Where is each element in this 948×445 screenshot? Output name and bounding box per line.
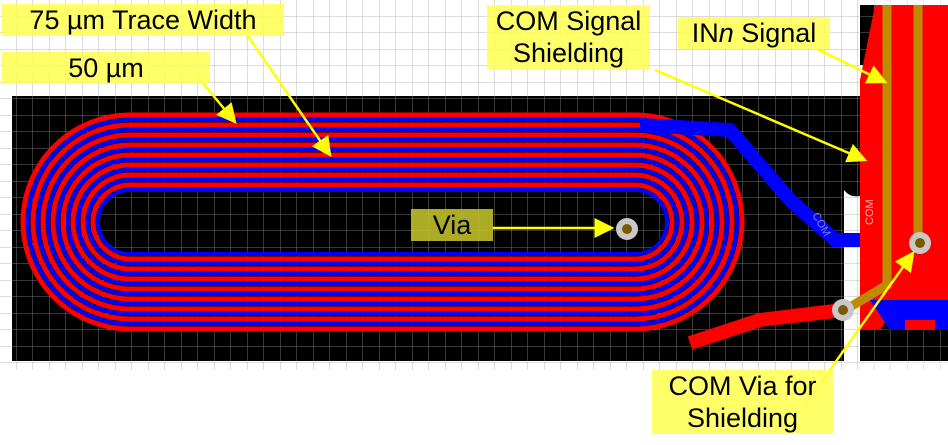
coil-loop-bottom bbox=[96, 188, 669, 256]
label-part: Signal bbox=[733, 18, 817, 48]
coil-loop-bottom bbox=[46, 138, 719, 306]
label-part: n bbox=[718, 18, 734, 48]
label-part: IN bbox=[691, 18, 719, 48]
via-inn bbox=[909, 232, 931, 254]
coil-loop-top bbox=[40, 132, 725, 312]
label-line: Shielding bbox=[686, 403, 799, 433]
via-com-shielding bbox=[832, 299, 854, 321]
coil-loop-bottom bbox=[36, 128, 729, 316]
coil-loop-top bbox=[80, 172, 685, 272]
silkscreen-com-2: COM bbox=[864, 199, 876, 225]
blue-com-trace bbox=[639, 118, 862, 247]
coil-loop-top bbox=[30, 122, 735, 322]
via-center bbox=[616, 218, 638, 240]
label-spacing: 50 µm bbox=[2, 52, 210, 84]
coil-loop-bottom bbox=[86, 178, 679, 266]
label-trace-width: 75 µm Trace Width bbox=[2, 4, 284, 36]
label-line: Shielding bbox=[512, 38, 625, 68]
coil-loop-top bbox=[20, 112, 745, 332]
label-com-signal-shielding: COM Signal Shielding bbox=[487, 5, 650, 69]
coil-loop-bottom bbox=[26, 118, 739, 326]
label-via: Via bbox=[411, 209, 493, 241]
label-line: COM Via for bbox=[668, 371, 817, 401]
coil-loop-top bbox=[60, 152, 705, 292]
inner-trace-1 bbox=[842, 5, 892, 314]
coil-loop-bottom bbox=[66, 158, 699, 286]
coil-loop-top bbox=[90, 182, 675, 262]
label-com-via-shielding: COM Via for Shielding bbox=[652, 370, 833, 434]
spiral-coil bbox=[20, 112, 745, 332]
red-return-trace bbox=[687, 303, 844, 350]
label-inn-signal: INn Signal bbox=[678, 17, 830, 49]
coil-loop-top bbox=[50, 142, 715, 302]
coil-loop-top bbox=[70, 162, 695, 282]
coil-loop-bottom bbox=[56, 148, 709, 296]
coil-loop-bottom bbox=[76, 168, 689, 276]
inn-signal-column bbox=[860, 5, 948, 330]
label-line: COM Signal bbox=[495, 6, 642, 36]
